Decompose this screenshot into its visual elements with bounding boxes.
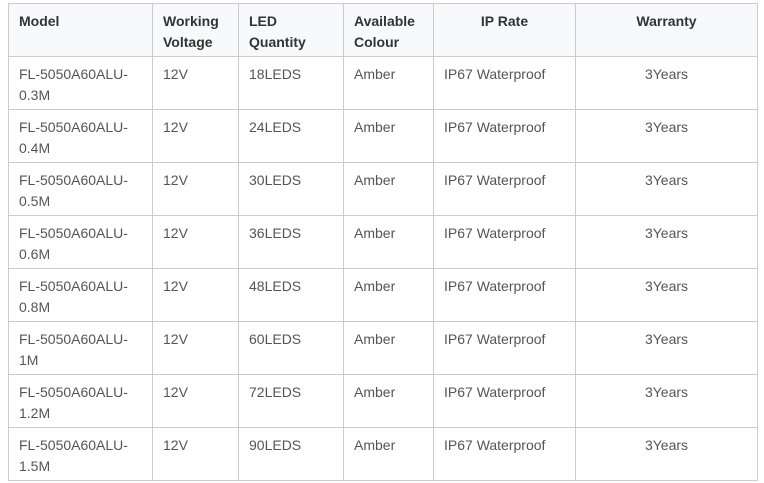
cell-working-voltage: 12V — [152, 321, 239, 375]
cell-led-quantity: 48LEDS — [238, 268, 344, 322]
cell-led-quantity: 18LEDS — [238, 56, 344, 110]
column-header-available-colour: Available Colour — [343, 3, 434, 57]
cell-model: FL-5050A60ALU-1M — [8, 321, 153, 375]
cell-working-voltage: 12V — [152, 374, 239, 428]
table-header: Model Working Voltage LED Quantity Availabl… — [8, 3, 758, 57]
cell-model: FL-5050A60ALU-0.8M — [8, 268, 153, 322]
cell-working-voltage: 12V — [152, 215, 239, 269]
cell-warranty: 3Years — [575, 321, 758, 375]
cell-ip-rate: IP67 Waterproof — [433, 56, 576, 110]
table-row: FL-5050A60ALU-0.4M 12V 24LEDS Amber IP67 Wat… — [8, 109, 758, 163]
cell-model: FL-5050A60ALU-0.5M — [8, 162, 153, 216]
cell-working-voltage: 12V — [152, 162, 239, 216]
cell-warranty: 3Years — [575, 215, 758, 269]
cell-led-quantity: 36LEDS — [238, 215, 344, 269]
cell-model: FL-5050A60ALU-0.3M — [8, 56, 153, 110]
cell-warranty: 3Years — [575, 162, 758, 216]
cell-ip-rate: IP67 Waterproof — [433, 162, 576, 216]
cell-ip-rate: IP67 Waterproof — [433, 427, 576, 481]
cell-available-colour: Amber — [343, 427, 434, 481]
column-header-model: Model — [8, 3, 153, 57]
cell-warranty: 3Years — [575, 374, 758, 428]
cell-available-colour: Amber — [343, 109, 434, 163]
table-row: FL-5050A60ALU-0.3M 12V 18LEDS Amber IP67 Wat… — [8, 56, 758, 110]
cell-led-quantity: 24LEDS — [238, 109, 344, 163]
cell-warranty: 3Years — [575, 427, 758, 481]
cell-model: FL-5050A60ALU-0.6M — [8, 215, 153, 269]
cell-warranty: 3Years — [575, 56, 758, 110]
table-row: FL-5050A60ALU-0.8M 12V 48LEDS Amber IP67 Wat… — [8, 268, 758, 322]
table-row: FL-5050A60ALU-1.2M 12V 72LEDS Amber IP67 Wat… — [8, 374, 758, 428]
cell-working-voltage: 12V — [152, 109, 239, 163]
cell-led-quantity: 72LEDS — [238, 374, 344, 428]
cell-model: FL-5050A60ALU-0.4M — [8, 109, 153, 163]
cell-working-voltage: 12V — [152, 427, 239, 481]
cell-available-colour: Amber — [343, 321, 434, 375]
cell-working-voltage: 12V — [152, 56, 239, 110]
cell-available-colour: Amber — [343, 374, 434, 428]
column-header-warranty: Warranty — [575, 3, 758, 57]
cell-ip-rate: IP67 Waterproof — [433, 321, 576, 375]
cell-led-quantity: 60LEDS — [238, 321, 344, 375]
table-row: FL-5050A60ALU-1M 12V 60LEDS Amber IP67 Water… — [8, 321, 758, 375]
table-header-row: Model Working Voltage LED Quantity Availabl… — [8, 3, 758, 57]
cell-model: FL-5050A60ALU-1.5M — [8, 427, 153, 481]
product-spec-table: Model Working Voltage LED Quantity Availabl… — [8, 3, 758, 481]
cell-working-voltage: 12V — [152, 268, 239, 322]
cell-ip-rate: IP67 Waterproof — [433, 268, 576, 322]
cell-led-quantity: 30LEDS — [238, 162, 344, 216]
column-header-ip-rate: IP Rate — [433, 3, 576, 57]
table-row: FL-5050A60ALU-1.5M 12V 90LEDS Amber IP67 Wat… — [8, 427, 758, 481]
table-row: FL-5050A60ALU-0.5M 12V 30LEDS Amber IP67 Wat… — [8, 162, 758, 216]
column-header-working-voltage: Working Voltage — [152, 3, 239, 57]
cell-warranty: 3Years — [575, 109, 758, 163]
cell-available-colour: Amber — [343, 56, 434, 110]
cell-led-quantity: 90LEDS — [238, 427, 344, 481]
column-header-led-quantity: LED Quantity — [238, 3, 344, 57]
cell-available-colour: Amber — [343, 268, 434, 322]
cell-available-colour: Amber — [343, 215, 434, 269]
cell-ip-rate: IP67 Waterproof — [433, 374, 576, 428]
cell-model: FL-5050A60ALU-1.2M — [8, 374, 153, 428]
table-body: FL-5050A60ALU-0.3M 12V 18LEDS Amber IP67 Wat… — [8, 56, 758, 481]
table-row: FL-5050A60ALU-0.6M 12V 36LEDS Amber IP67 Wat… — [8, 215, 758, 269]
cell-ip-rate: IP67 Waterproof — [433, 215, 576, 269]
cell-warranty: 3Years — [575, 268, 758, 322]
cell-ip-rate: IP67 Waterproof — [433, 109, 576, 163]
cell-available-colour: Amber — [343, 162, 434, 216]
